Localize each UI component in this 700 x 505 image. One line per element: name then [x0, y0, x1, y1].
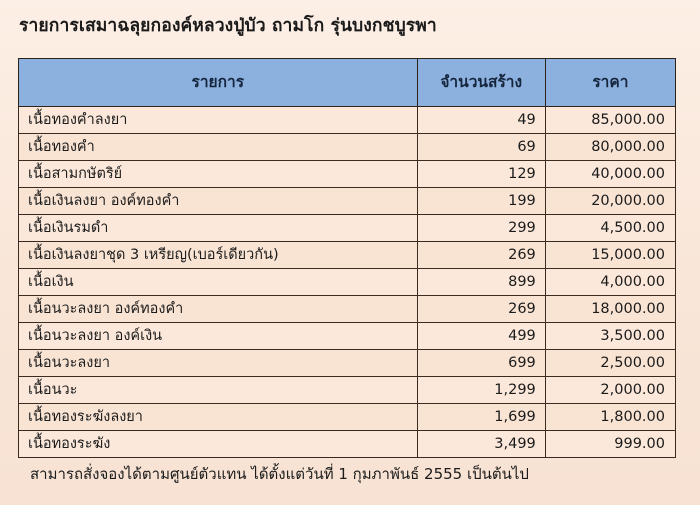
page-title: รายการเสมาฉลุยกองค์หลวงปู่บัว ถามโก รุ่น…	[19, 16, 437, 36]
cell-quantity: 3,499	[416, 430, 546, 458]
cell-price: 1,800.00	[544, 403, 677, 431]
cell-price: 3,500.00	[544, 322, 677, 350]
column-header-quantity: จำนวนสร้าง	[416, 58, 546, 107]
table-header-row: รายการ จำนวนสร้าง ราคา	[18, 58, 677, 107]
cell-item-name: เนื้อนวะลงยา องค์เงิน	[18, 322, 418, 350]
cell-price: 15,000.00	[544, 241, 677, 269]
cell-price: 80,000.00	[544, 133, 677, 161]
cell-quantity: 129	[416, 160, 546, 188]
table-row: เนื้อสามกษัตริย์ 129 40,000.00	[18, 160, 677, 188]
cell-item-name: เนื้อเงินรมดำ	[18, 214, 418, 242]
price-table: รายการ จำนวนสร้าง ราคา เนื้อทองคำลงยา 49 8…	[18, 58, 677, 458]
table-body: เนื้อทองคำลงยา 49 85,000.00 เนื้อทองคำ 69 80,…	[18, 106, 677, 458]
table-header: รายการ จำนวนสร้าง ราคา	[18, 58, 677, 107]
cell-item-name: เนื้อนวะ	[18, 376, 418, 404]
cell-price: 20,000.00	[544, 187, 677, 215]
cell-item-name: เนื้อทองคำลงยา	[18, 106, 418, 134]
table-row: เนื้อทองระฆังลงยา 1,699 1,800.00	[18, 403, 677, 431]
column-header-price: ราคา	[544, 58, 677, 107]
table-row: เนื้อนวะลงยา 699 2,500.00	[18, 349, 677, 377]
table-row: เนื้อเงินรมดำ 299 4,500.00	[18, 214, 677, 242]
cell-quantity: 49	[416, 106, 546, 134]
cell-item-name: เนื้อทองระฆังลงยา	[18, 403, 418, 431]
cell-quantity: 69	[416, 133, 546, 161]
cell-item-name: เนื้อเงิน	[18, 268, 418, 296]
cell-item-name: เนื้อสามกษัตริย์	[18, 160, 418, 188]
table-row: เนื้อนวะลงยา องค์เงิน 499 3,500.00	[18, 322, 677, 350]
cell-quantity: 899	[416, 268, 546, 296]
table-row: เนื้อนวะลงยา องค์ทองคำ 269 18,000.00	[18, 295, 677, 323]
cell-quantity: 299	[416, 214, 546, 242]
cell-quantity: 1,699	[416, 403, 546, 431]
cell-quantity: 269	[416, 295, 546, 323]
cell-price: 2,000.00	[544, 376, 677, 404]
cell-quantity: 699	[416, 349, 546, 377]
footer-note: สามารถสั่งจองได้ตามศูนย์ตัวแทน ได้ตั้งแต…	[30, 465, 529, 483]
cell-price: 4,000.00	[544, 268, 677, 296]
table-row: เนื้อเงินลงยา องค์ทองคำ 199 20,000.00	[18, 187, 677, 215]
cell-price: 4,500.00	[544, 214, 677, 242]
column-header-item: รายการ	[18, 58, 418, 107]
table-row: เนื้อทองคำ 69 80,000.00	[18, 133, 677, 161]
cell-item-name: เนื้อเงินลงยาชุด 3 เหรียญ(เบอร์เดียวกัน)	[18, 241, 418, 269]
cell-item-name: เนื้อเงินลงยา องค์ทองคำ	[18, 187, 418, 215]
table-row: เนื้อทองคำลงยา 49 85,000.00	[18, 106, 677, 134]
cell-price: 40,000.00	[544, 160, 677, 188]
table-row: เนื้อเงินลงยาชุด 3 เหรียญ(เบอร์เดียวกัน)…	[18, 241, 677, 269]
cell-item-name: เนื้อนวะลงยา	[18, 349, 418, 377]
table-row: เนื้อเงิน 899 4,000.00	[18, 268, 677, 296]
table-row: เนื้อนวะ 1,299 2,000.00	[18, 376, 677, 404]
cell-quantity: 269	[416, 241, 546, 269]
table-row: เนื้อทองระฆัง 3,499 999.00	[18, 430, 677, 458]
cell-price: 18,000.00	[544, 295, 677, 323]
cell-price: 2,500.00	[544, 349, 677, 377]
cell-item-name: เนื้อทองระฆัง	[18, 430, 418, 458]
cell-item-name: เนื้อนวะลงยา องค์ทองคำ	[18, 295, 418, 323]
cell-item-name: เนื้อทองคำ	[18, 133, 418, 161]
cell-quantity: 1,299	[416, 376, 546, 404]
cell-price: 999.00	[544, 430, 677, 458]
cell-price: 85,000.00	[544, 106, 677, 134]
cell-quantity: 499	[416, 322, 546, 350]
cell-quantity: 199	[416, 187, 546, 215]
